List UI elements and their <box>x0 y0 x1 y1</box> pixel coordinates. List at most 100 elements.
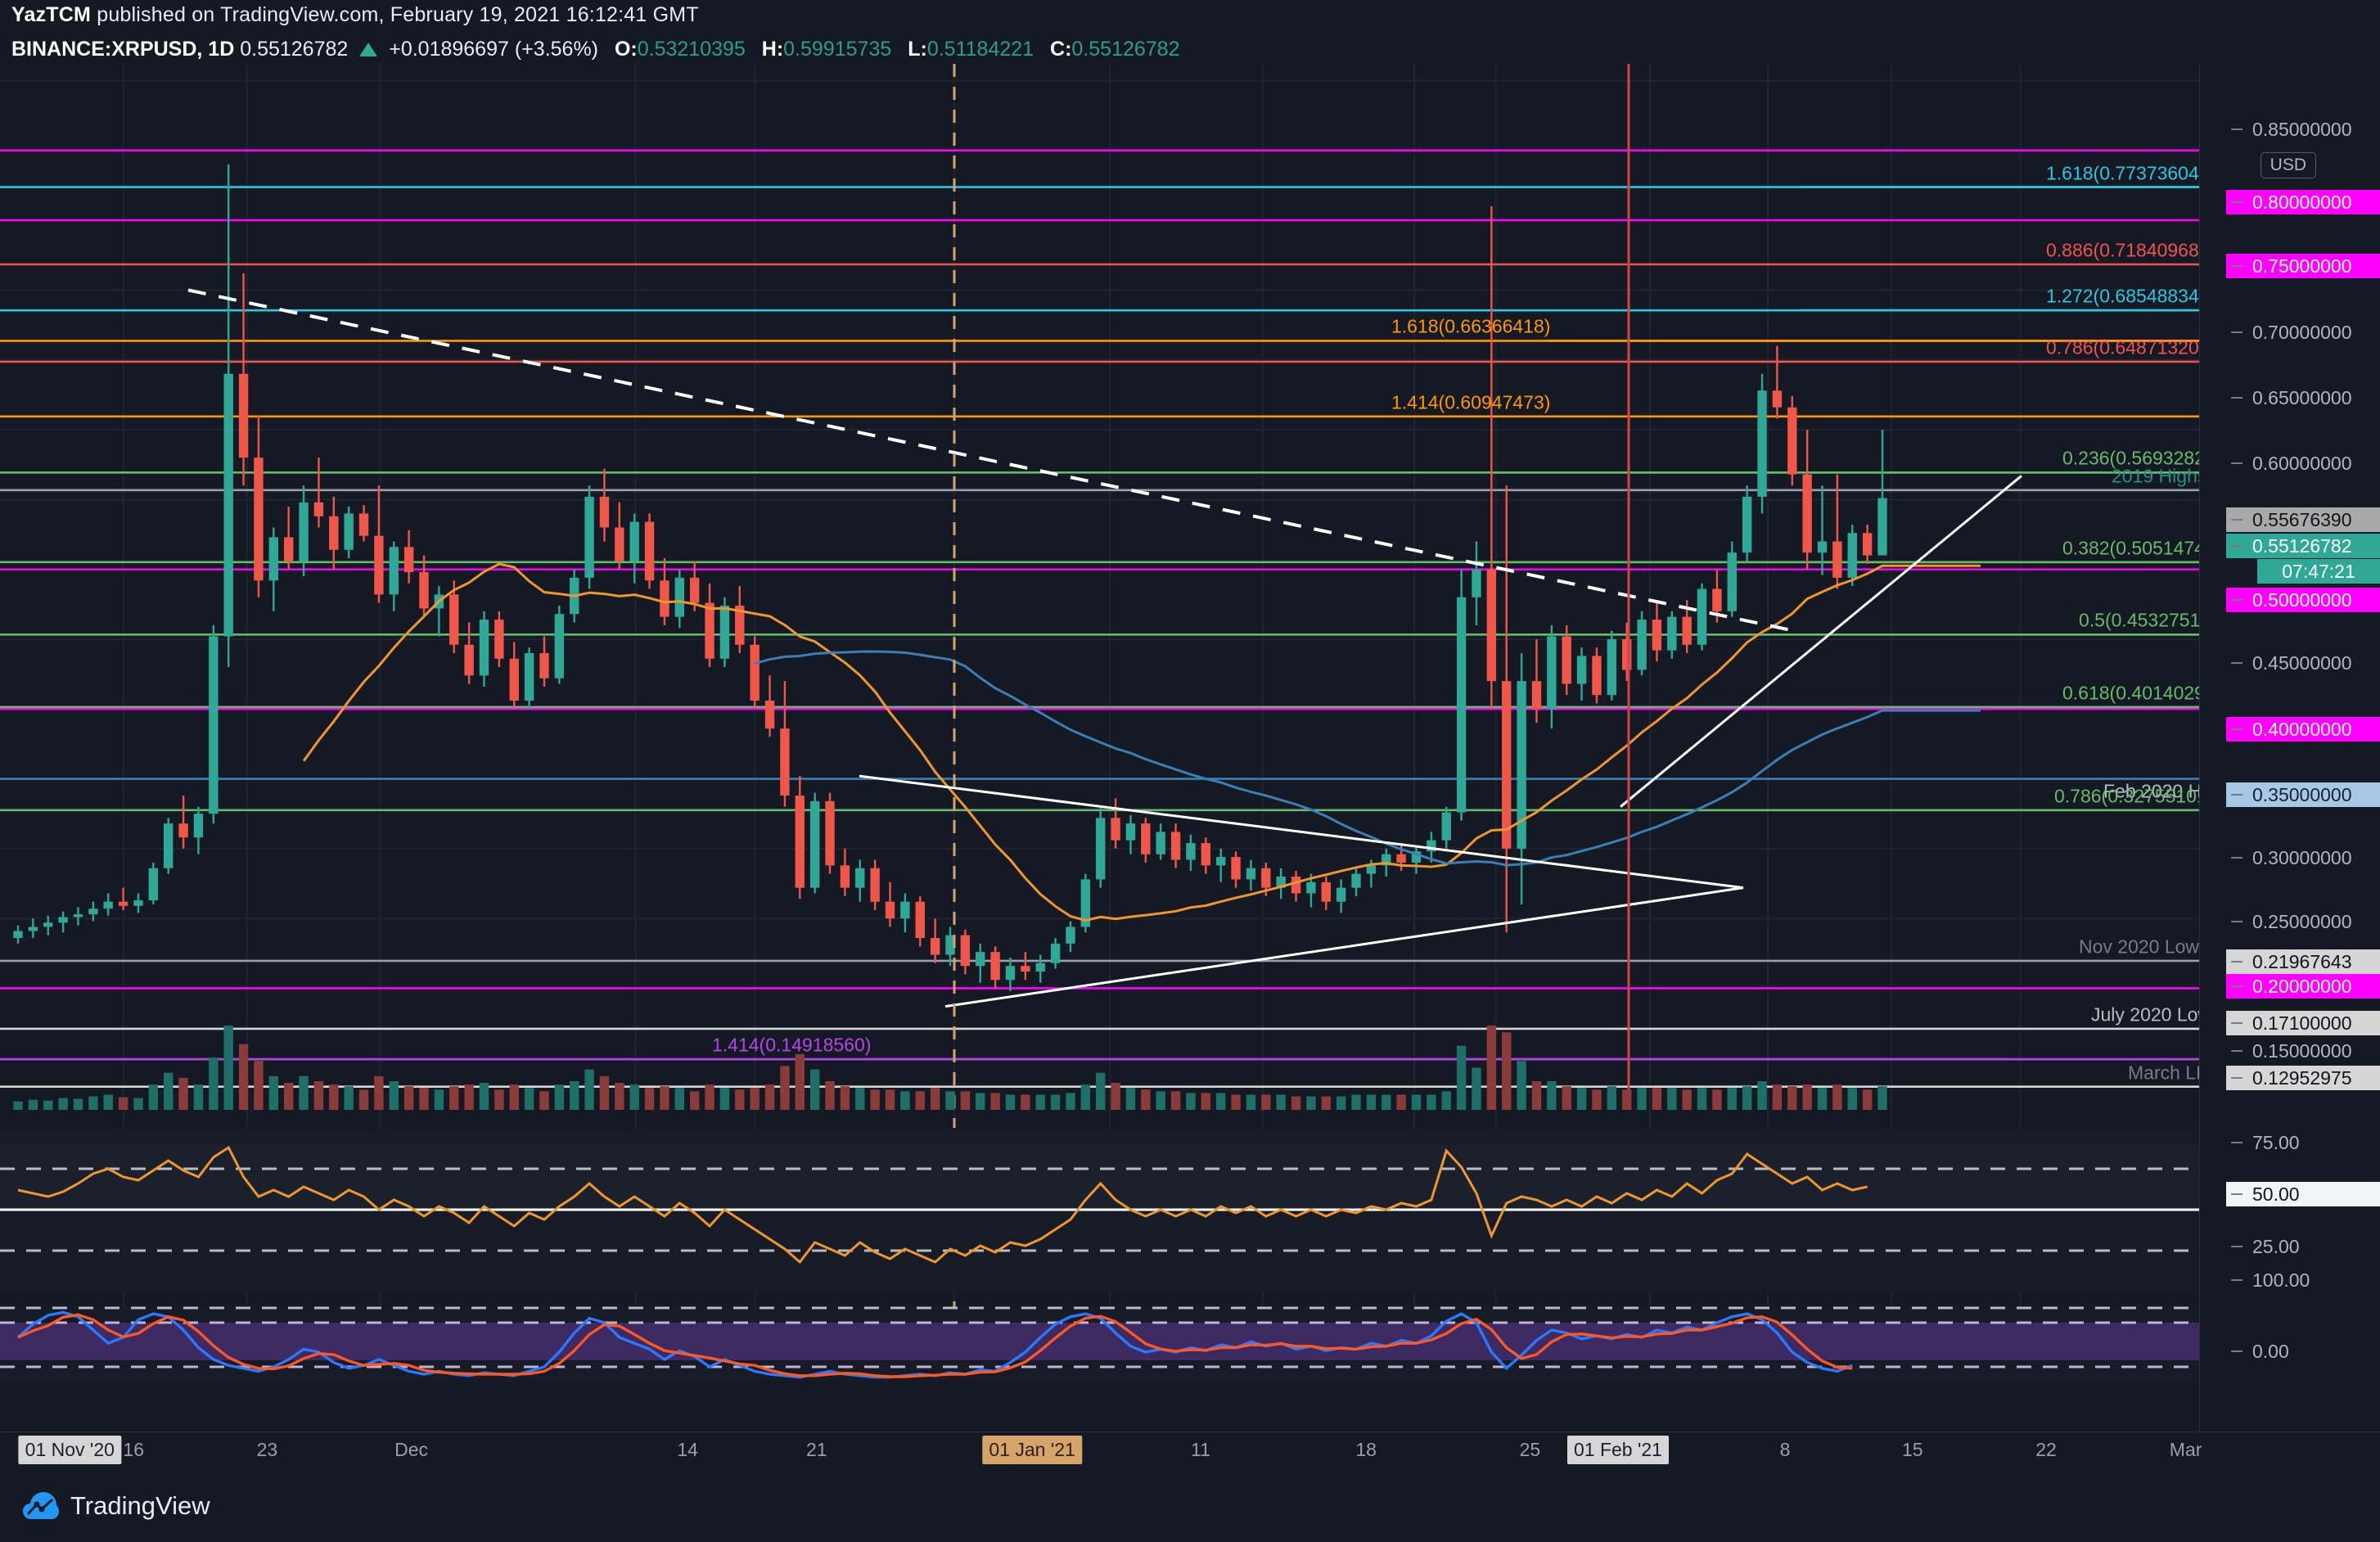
axis-tick-mark <box>2231 985 2243 987</box>
candle-body <box>1802 474 1812 553</box>
price-axis-tick: 0.65000000 <box>2226 386 2380 410</box>
candle-body <box>1877 498 1887 556</box>
candle-body <box>28 927 38 931</box>
time-axis-tick-label: 8 <box>1779 1439 1791 1460</box>
price-axis-tick-label: 0.65000000 <box>2252 386 2352 408</box>
symbol-label[interactable]: BINANCE:XRPUSD, 1D <box>11 38 235 61</box>
close-label: C: <box>1050 38 1072 61</box>
axis-tick-mark <box>2231 331 2243 333</box>
candle-body <box>389 547 399 595</box>
candle-body <box>449 594 459 645</box>
candle-body <box>1321 881 1331 902</box>
price-axis-tick: 25.00 <box>2226 1234 2380 1259</box>
candle-body <box>1742 496 1752 553</box>
chart-annotation-label: 1.618(0.66366418) <box>1391 315 1551 337</box>
volume-bar <box>1215 1093 1226 1110</box>
candle-body <box>133 900 143 906</box>
candle-body <box>1306 881 1316 894</box>
volume-bar <box>58 1098 68 1110</box>
price-axis-tick-label: 0.55126782 <box>2252 534 2352 557</box>
last-price: 0.55126782 <box>240 38 349 61</box>
volume-bar <box>1772 1084 1783 1110</box>
volume-bar <box>1486 1026 1497 1110</box>
descending-trendline <box>187 288 1801 634</box>
volume-bar <box>268 1075 279 1110</box>
time-axis-tick-label: 01 Feb '21 <box>1566 1436 1669 1464</box>
high-value: 0.59915735 <box>783 38 892 61</box>
volume-bar <box>148 1084 159 1110</box>
candle-body <box>870 868 880 902</box>
chart-annotation-label: 0.886(0.71840968) <box>2046 239 2206 261</box>
axis-tick-mark <box>2231 1279 2243 1282</box>
price-axis-tick: 0.12952975 <box>2226 1065 2380 1090</box>
axis-tick-mark <box>2231 1193 2243 1196</box>
candle-body <box>1141 823 1151 854</box>
volume-bar <box>1621 1089 1632 1110</box>
price-axis-tick: 0.40000000 <box>2226 716 2380 742</box>
volume-bar <box>1125 1088 1136 1110</box>
time-axis[interactable]: 01 Nov '20 16 23 Dec 14 21 01 Jan '21 11 18 25 01 … <box>0 1432 2380 1473</box>
volume-bar <box>1201 1093 1211 1110</box>
volume-bar <box>133 1098 143 1110</box>
volume-bar <box>1682 1089 1692 1110</box>
candle-body <box>209 636 219 814</box>
candle-body <box>719 605 730 659</box>
volume-bar <box>840 1086 850 1110</box>
candle-body <box>1667 616 1677 651</box>
chart-annotation-label: 1.618(0.77373604) <box>2046 162 2206 184</box>
price-axis-tick: 0.15000000 <box>2226 1039 2380 1063</box>
candle-body <box>1336 887 1346 902</box>
price-axis-tick: 0.25000000 <box>2226 909 2380 934</box>
price-axis[interactable]: 0.85000000 0.80000000 0.75000000 0.70000000… <box>2199 64 2380 1432</box>
candle-body <box>313 502 324 516</box>
candle-body <box>1035 963 1045 972</box>
volume-bar <box>283 1083 294 1110</box>
candle-body <box>1125 823 1136 841</box>
axis-tick-mark <box>2231 1245 2243 1247</box>
volume-bar <box>1547 1080 1557 1110</box>
volume-bar <box>193 1084 204 1110</box>
candle-body <box>283 537 294 561</box>
chart-annotation-label: 0.618(0.40140298) <box>2062 682 2222 704</box>
axis-tick-mark <box>2231 128 2243 131</box>
candle-body <box>615 527 624 561</box>
candle-body <box>178 823 188 838</box>
volume-bar <box>1787 1086 1797 1110</box>
low-value: 0.51184221 <box>926 38 1034 61</box>
price-axis-tick: 0.60000000 <box>2226 451 2380 476</box>
axis-tick-mark <box>2231 1141 2243 1143</box>
currency-badge[interactable]: USD <box>2260 152 2316 178</box>
author-name: YazTCM <box>11 3 92 26</box>
candle-body <box>299 502 309 561</box>
candle-body <box>599 496 610 528</box>
axis-tick-mark <box>2231 921 2243 923</box>
volume-bar <box>976 1093 985 1110</box>
volume-bar <box>43 1100 53 1110</box>
volume-bar <box>780 1066 790 1110</box>
chart-plot-area[interactable]: 1.618(0.77373604) 0.886(0.71840968) 1.272(… <box>0 64 2227 1432</box>
axis-tick-mark <box>2231 1049 2243 1052</box>
candle-body <box>1531 681 1542 710</box>
candle-body <box>58 917 68 923</box>
price-axis-tick: 0.85000000 <box>2226 117 2380 142</box>
candle-body <box>1396 854 1406 863</box>
volume-bar <box>209 1057 219 1110</box>
volume-bar <box>479 1083 489 1110</box>
price-axis-tick-label: 25.00 <box>2252 1235 2300 1257</box>
volume-bar <box>344 1086 354 1110</box>
candle-body <box>509 658 519 701</box>
axis-tick-mark <box>2231 793 2243 796</box>
volume-bar <box>1186 1093 1196 1110</box>
volume-bar <box>329 1084 339 1110</box>
volume-bar <box>313 1080 324 1110</box>
ascending-trendline <box>1620 475 2022 808</box>
candle-body <box>1562 636 1571 684</box>
tradingview-logo[interactable]: TradingView <box>23 1491 210 1521</box>
low-label: L: <box>908 38 927 61</box>
candle-body <box>118 901 128 906</box>
volume-bar <box>570 1080 579 1110</box>
candle-body <box>1862 533 1873 556</box>
volume-bar <box>1531 1080 1542 1110</box>
volume-bar <box>13 1101 23 1110</box>
volume-bar <box>494 1089 504 1110</box>
